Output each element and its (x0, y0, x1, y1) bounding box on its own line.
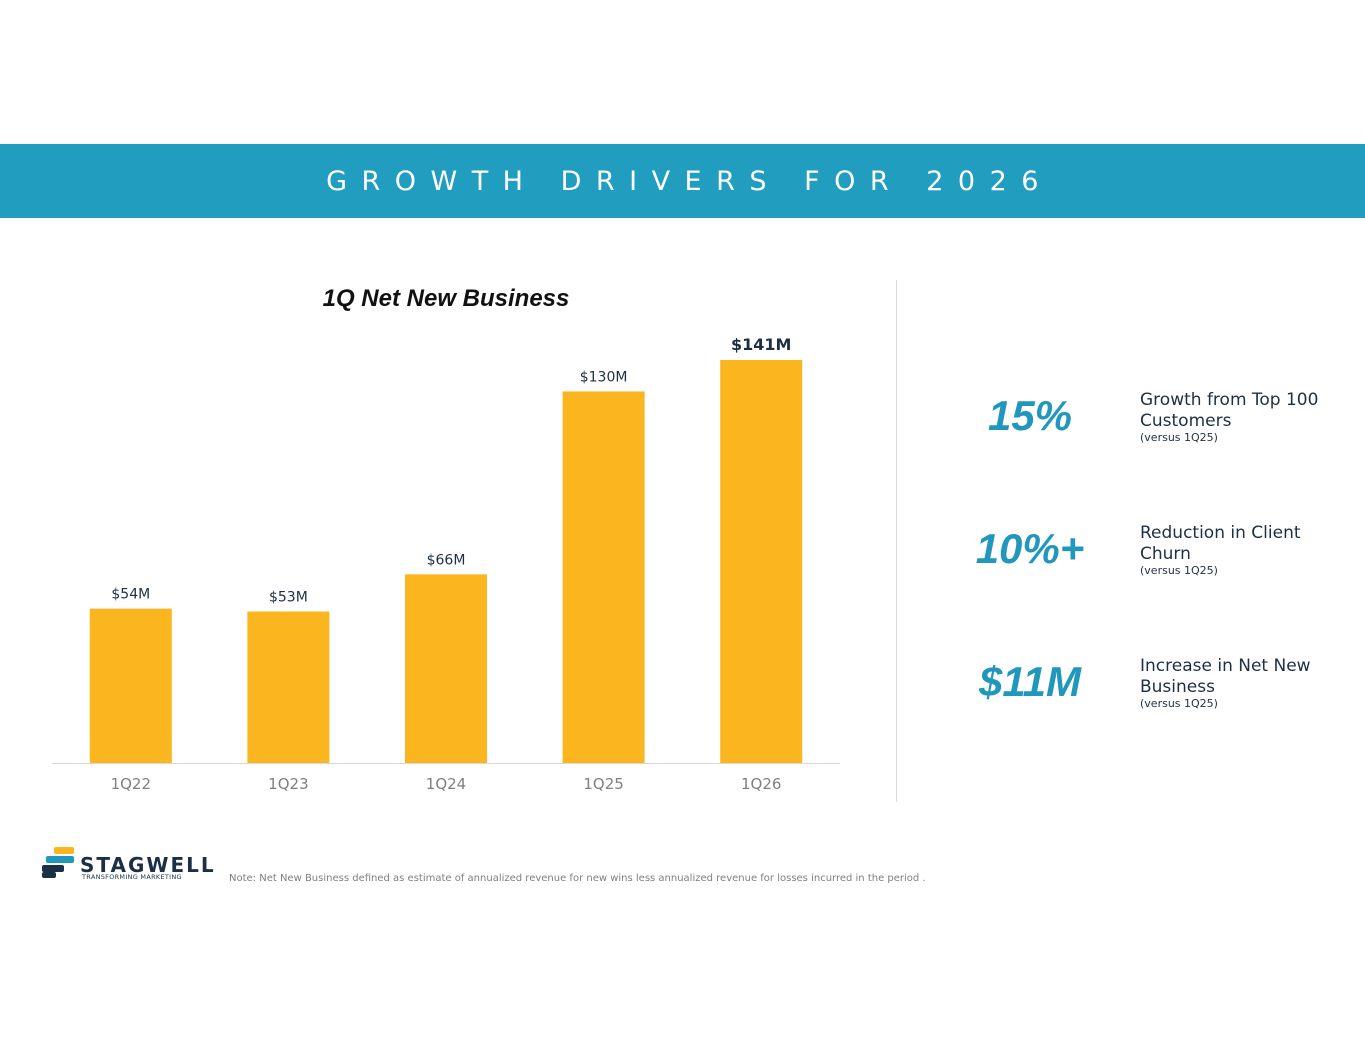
x-tick-label: 1Q24 (426, 775, 466, 793)
data-label: $66M (427, 552, 466, 568)
bar-1Q23 (247, 611, 330, 763)
bar-1Q25 (562, 391, 645, 763)
bar-1Q24 (405, 574, 487, 763)
footnote: Note: Net New Business defined as estima… (229, 873, 926, 884)
x-tick-label: 1Q23 (268, 775, 308, 793)
stat-sub: (versus 1Q25) (1140, 697, 1218, 710)
stat-client-churn: 10%+ Reduction in Client Churn (versus 1… (960, 523, 1340, 593)
data-label: $54M (111, 587, 150, 603)
stat-net-new-business: $11M Increase in Net New Business (versu… (960, 656, 1340, 726)
bar-chart: $54M 1Q22 $53M 1Q23 $66M 1Q24 $130M 1Q25 $141M 1Q… (52, 335, 840, 793)
logo-wordmark: STAGWELL (80, 853, 216, 877)
x-tick-label: 1Q25 (583, 775, 623, 793)
stat-label: Increase in Net New Business (1140, 656, 1311, 697)
stat-top-customers: 15% Growth from Top 100 Customers (versu… (960, 390, 1340, 460)
logo-tagline: TRANSFORMING MARKETING (82, 873, 182, 881)
x-tick-label: 1Q22 (111, 775, 151, 793)
page-title: GROWTH DRIVERS FOR 2026 (326, 165, 1053, 197)
stat-sub: (versus 1Q25) (1140, 431, 1218, 444)
vertical-divider (896, 280, 897, 802)
data-label: $53M (269, 590, 308, 606)
stagwell-logo-icon (42, 847, 74, 878)
bar-1Q22 (89, 608, 172, 763)
stat-value: 15% (987, 392, 1073, 439)
stat-label: Growth from Top 100 Customers (1140, 390, 1319, 431)
data-label: $130M (580, 369, 628, 385)
stat-value: 10%+ (975, 525, 1085, 572)
stat-sub: (versus 1Q25) (1140, 564, 1218, 577)
x-tick-label: 1Q26 (741, 775, 781, 793)
stat-value: $11M (979, 658, 1081, 705)
stat-label: Reduction in Client Churn (1140, 523, 1301, 564)
bar-1Q26 (720, 360, 803, 763)
data-label: $141M (731, 335, 791, 354)
chart-title: 1Q Net New Business (322, 285, 570, 312)
header-banner: GROWTH DRIVERS FOR 2026 (0, 144, 1365, 218)
